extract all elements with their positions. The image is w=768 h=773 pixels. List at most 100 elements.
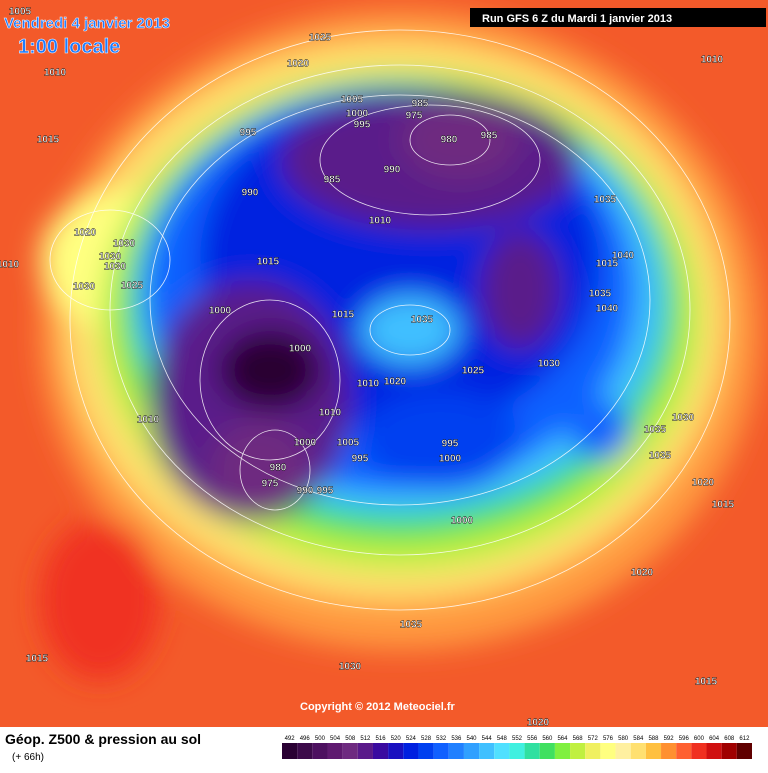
isobar-label: 1010: [137, 415, 160, 426]
isobar-label: 1035: [644, 425, 667, 436]
legend-label: 600: [694, 736, 705, 742]
legend-label: 520: [391, 736, 402, 742]
legend-swatch: [388, 743, 404, 759]
footer-title: Géop. Z500 & pression au sol: [5, 731, 201, 747]
isobar-label: 980: [270, 463, 287, 474]
legend-label: 556: [527, 736, 538, 742]
legend-swatch: [661, 743, 677, 759]
copyright: Copyright © 2012 Meteociel.fr: [300, 701, 456, 713]
legend-label: 544: [482, 736, 493, 742]
isobar-label: 1035: [594, 195, 617, 206]
isobar-label: 995: [354, 120, 371, 131]
legend-label: 592: [664, 736, 675, 742]
isobar-label: 1020: [287, 59, 310, 70]
legend-swatch: [418, 743, 434, 759]
isobar-label: 1010: [701, 55, 724, 66]
legend-swatch: [357, 743, 373, 759]
legend-swatch: [463, 743, 480, 759]
isobar-label: 1020: [74, 228, 97, 239]
legend-label: 560: [542, 736, 553, 742]
legend-label: 604: [709, 736, 720, 742]
legend-label: 492: [285, 736, 296, 742]
isobar-label: 1020: [527, 718, 550, 729]
isobar-label: 1030: [99, 252, 122, 263]
isobar-label: 1010: [357, 379, 380, 390]
legend-swatch: [282, 743, 298, 759]
legend-swatch: [448, 743, 464, 759]
isobar-label: 1025: [462, 366, 485, 377]
isobar-label: 1000: [346, 109, 369, 120]
legend-label: 536: [451, 736, 462, 742]
isobar-label: 990: [297, 486, 314, 497]
isobar-label: 1015: [37, 135, 60, 146]
isobar-label: 1030: [73, 282, 96, 293]
legend-swatch: [691, 743, 707, 759]
isobar-label: 1030: [104, 262, 127, 273]
isobar-label: 995: [317, 486, 334, 497]
color-legend: 492 496 500 504 508 512 516 520 524 528 532 536 540 5…: [282, 736, 752, 759]
legend-swatch: [630, 743, 646, 759]
legend-label: 512: [360, 736, 371, 742]
legend-swatch: [509, 743, 525, 759]
isobar-label: 1035: [589, 289, 612, 300]
legend-label: 548: [497, 736, 508, 742]
legend-swatch: [736, 743, 752, 759]
isobar-label: 1000: [209, 306, 232, 317]
isobar-label: 1000: [439, 454, 462, 465]
legend-swatch: [676, 743, 692, 759]
isobar-label: 995: [442, 439, 459, 450]
isobar-label: 1015: [695, 677, 718, 688]
run-info: Run GFS 6 Z du Mardi 1 janvier 2013: [482, 13, 672, 25]
isobar-label: 1010: [0, 260, 20, 271]
isobar-label: 1030: [538, 359, 561, 370]
isobar-label: 1015: [26, 654, 49, 665]
map-time: 1:00 locale: [18, 36, 120, 58]
legend-swatch: [585, 743, 601, 759]
isobar-label: 980: [441, 135, 458, 146]
legend-label: 504: [330, 736, 341, 742]
isobar-label: 1035: [400, 620, 423, 631]
isobar-label: 1030: [339, 662, 362, 673]
isobar-label: 1005: [337, 438, 360, 449]
isobar-label: 975: [262, 479, 279, 490]
isobar-label: 1010: [319, 408, 342, 419]
legend-swatch: [706, 743, 722, 759]
legend-swatch: [524, 743, 540, 759]
isobar-label: 990: [242, 188, 259, 199]
legend-label: 584: [633, 736, 644, 742]
legend-label: 552: [512, 736, 523, 742]
legend-swatch: [570, 743, 586, 759]
isobar-label: 1010: [369, 216, 392, 227]
legend-swatch: [600, 743, 616, 759]
isobar-label: 1035: [649, 451, 672, 462]
isobar-label: 1015: [257, 257, 280, 268]
legend-label: 508: [345, 736, 356, 742]
run-banner: [470, 8, 766, 27]
isobar-label: 1005: [9, 7, 32, 18]
isobar-label: 1015: [712, 500, 735, 511]
legend-label: 588: [648, 736, 659, 742]
isobar-label: 995: [240, 128, 257, 139]
legend-label: 532: [436, 736, 447, 742]
isobar-label: 1030: [672, 413, 695, 424]
legend-swatch: [479, 743, 495, 759]
isobar-label: 985: [481, 131, 498, 142]
legend-label: 516: [376, 736, 387, 742]
isobar-label: 1040: [612, 251, 635, 262]
legend-swatch: [494, 743, 510, 759]
isobar-label: 1035: [411, 315, 434, 326]
legend-label: 572: [588, 736, 599, 742]
lead-time: (+ 66h): [12, 752, 44, 763]
legend-label: 496: [300, 736, 311, 742]
legend-swatch: [327, 743, 343, 759]
isobar-label: 1000: [294, 438, 317, 449]
legend-swatch: [372, 743, 389, 759]
legend-label: 524: [406, 736, 417, 742]
isobar-label: 1015: [332, 310, 355, 321]
isobar-label: 1005: [341, 95, 364, 106]
map-field: [0, 0, 768, 727]
legend-label: 500: [315, 736, 326, 742]
legend-swatch: [297, 743, 313, 759]
